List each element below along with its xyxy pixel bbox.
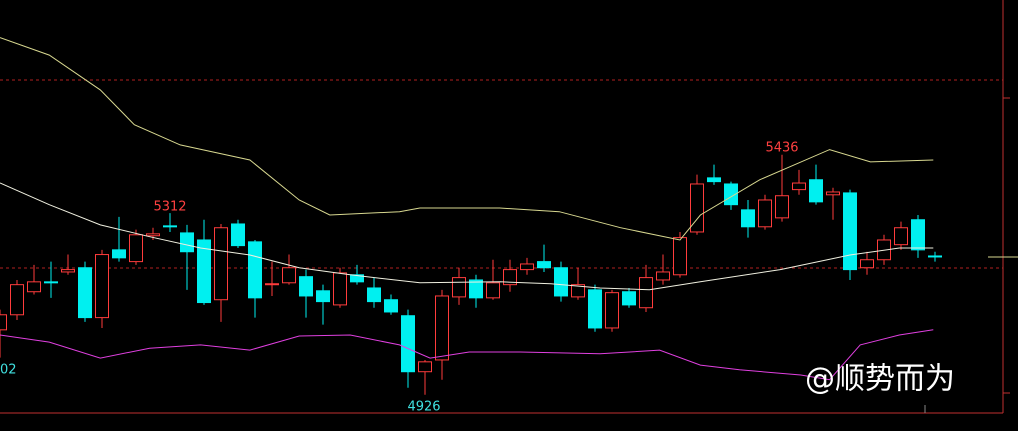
candle-body	[537, 261, 551, 269]
candle-body	[265, 283, 279, 286]
candle-body	[809, 179, 823, 203]
candle-body	[911, 219, 925, 251]
band-line	[0, 182, 934, 291]
candle-body	[435, 295, 449, 361]
candle-body	[673, 237, 687, 276]
candle-body	[350, 274, 364, 283]
band-line	[0, 329, 934, 381]
candle-body	[0, 314, 7, 331]
candle-body	[894, 227, 908, 246]
candle-body	[367, 287, 381, 303]
candle-body	[78, 267, 92, 319]
candle-body	[588, 289, 602, 329]
candle-body	[214, 227, 228, 301]
candle-body	[282, 267, 296, 284]
candle-body	[299, 276, 313, 297]
candle-body	[707, 177, 721, 183]
candle-body	[843, 192, 857, 271]
annotation: 02	[0, 363, 17, 378]
candle-body	[826, 191, 840, 196]
candle-body	[316, 290, 330, 303]
watermark: @顺势而为	[805, 362, 955, 397]
candle-body	[860, 259, 874, 269]
candle-body	[418, 361, 432, 373]
candle-body	[469, 279, 483, 299]
candle-body	[724, 183, 738, 206]
candle-body	[758, 199, 772, 228]
candle-body	[231, 223, 245, 247]
candle-body	[571, 284, 585, 298]
annotation: 5436	[765, 141, 798, 156]
candle-body	[197, 239, 211, 304]
candle-body	[486, 282, 500, 299]
candle-body	[928, 255, 942, 258]
band-line	[0, 37, 934, 241]
annotation: 5312	[153, 200, 186, 215]
candle-body	[27, 281, 41, 293]
candle-body	[554, 267, 568, 297]
candle-body	[792, 182, 806, 191]
candle-body	[622, 291, 636, 306]
candle-body	[503, 269, 517, 286]
candle-body	[656, 271, 670, 281]
candle-body	[401, 315, 415, 373]
annotation: 4926	[407, 400, 440, 415]
candle-body	[112, 249, 126, 259]
candle-body	[146, 233, 160, 237]
candle-body	[384, 299, 398, 313]
candle-body	[333, 272, 347, 306]
candle-body	[95, 254, 109, 319]
plot-area	[0, 37, 942, 395]
candle-body	[775, 195, 789, 219]
candle-body	[248, 241, 262, 299]
candle-body	[61, 269, 75, 273]
candle-body	[452, 277, 466, 298]
candle-body	[741, 209, 755, 228]
candle-body	[163, 225, 177, 228]
candle-body	[180, 232, 194, 253]
candle-body	[10, 284, 24, 316]
candle-body	[605, 292, 619, 329]
candle-body	[129, 234, 143, 263]
candle-body	[690, 183, 704, 233]
candle-body	[44, 281, 58, 284]
candle-body	[639, 277, 653, 309]
candle-body	[520, 263, 534, 271]
